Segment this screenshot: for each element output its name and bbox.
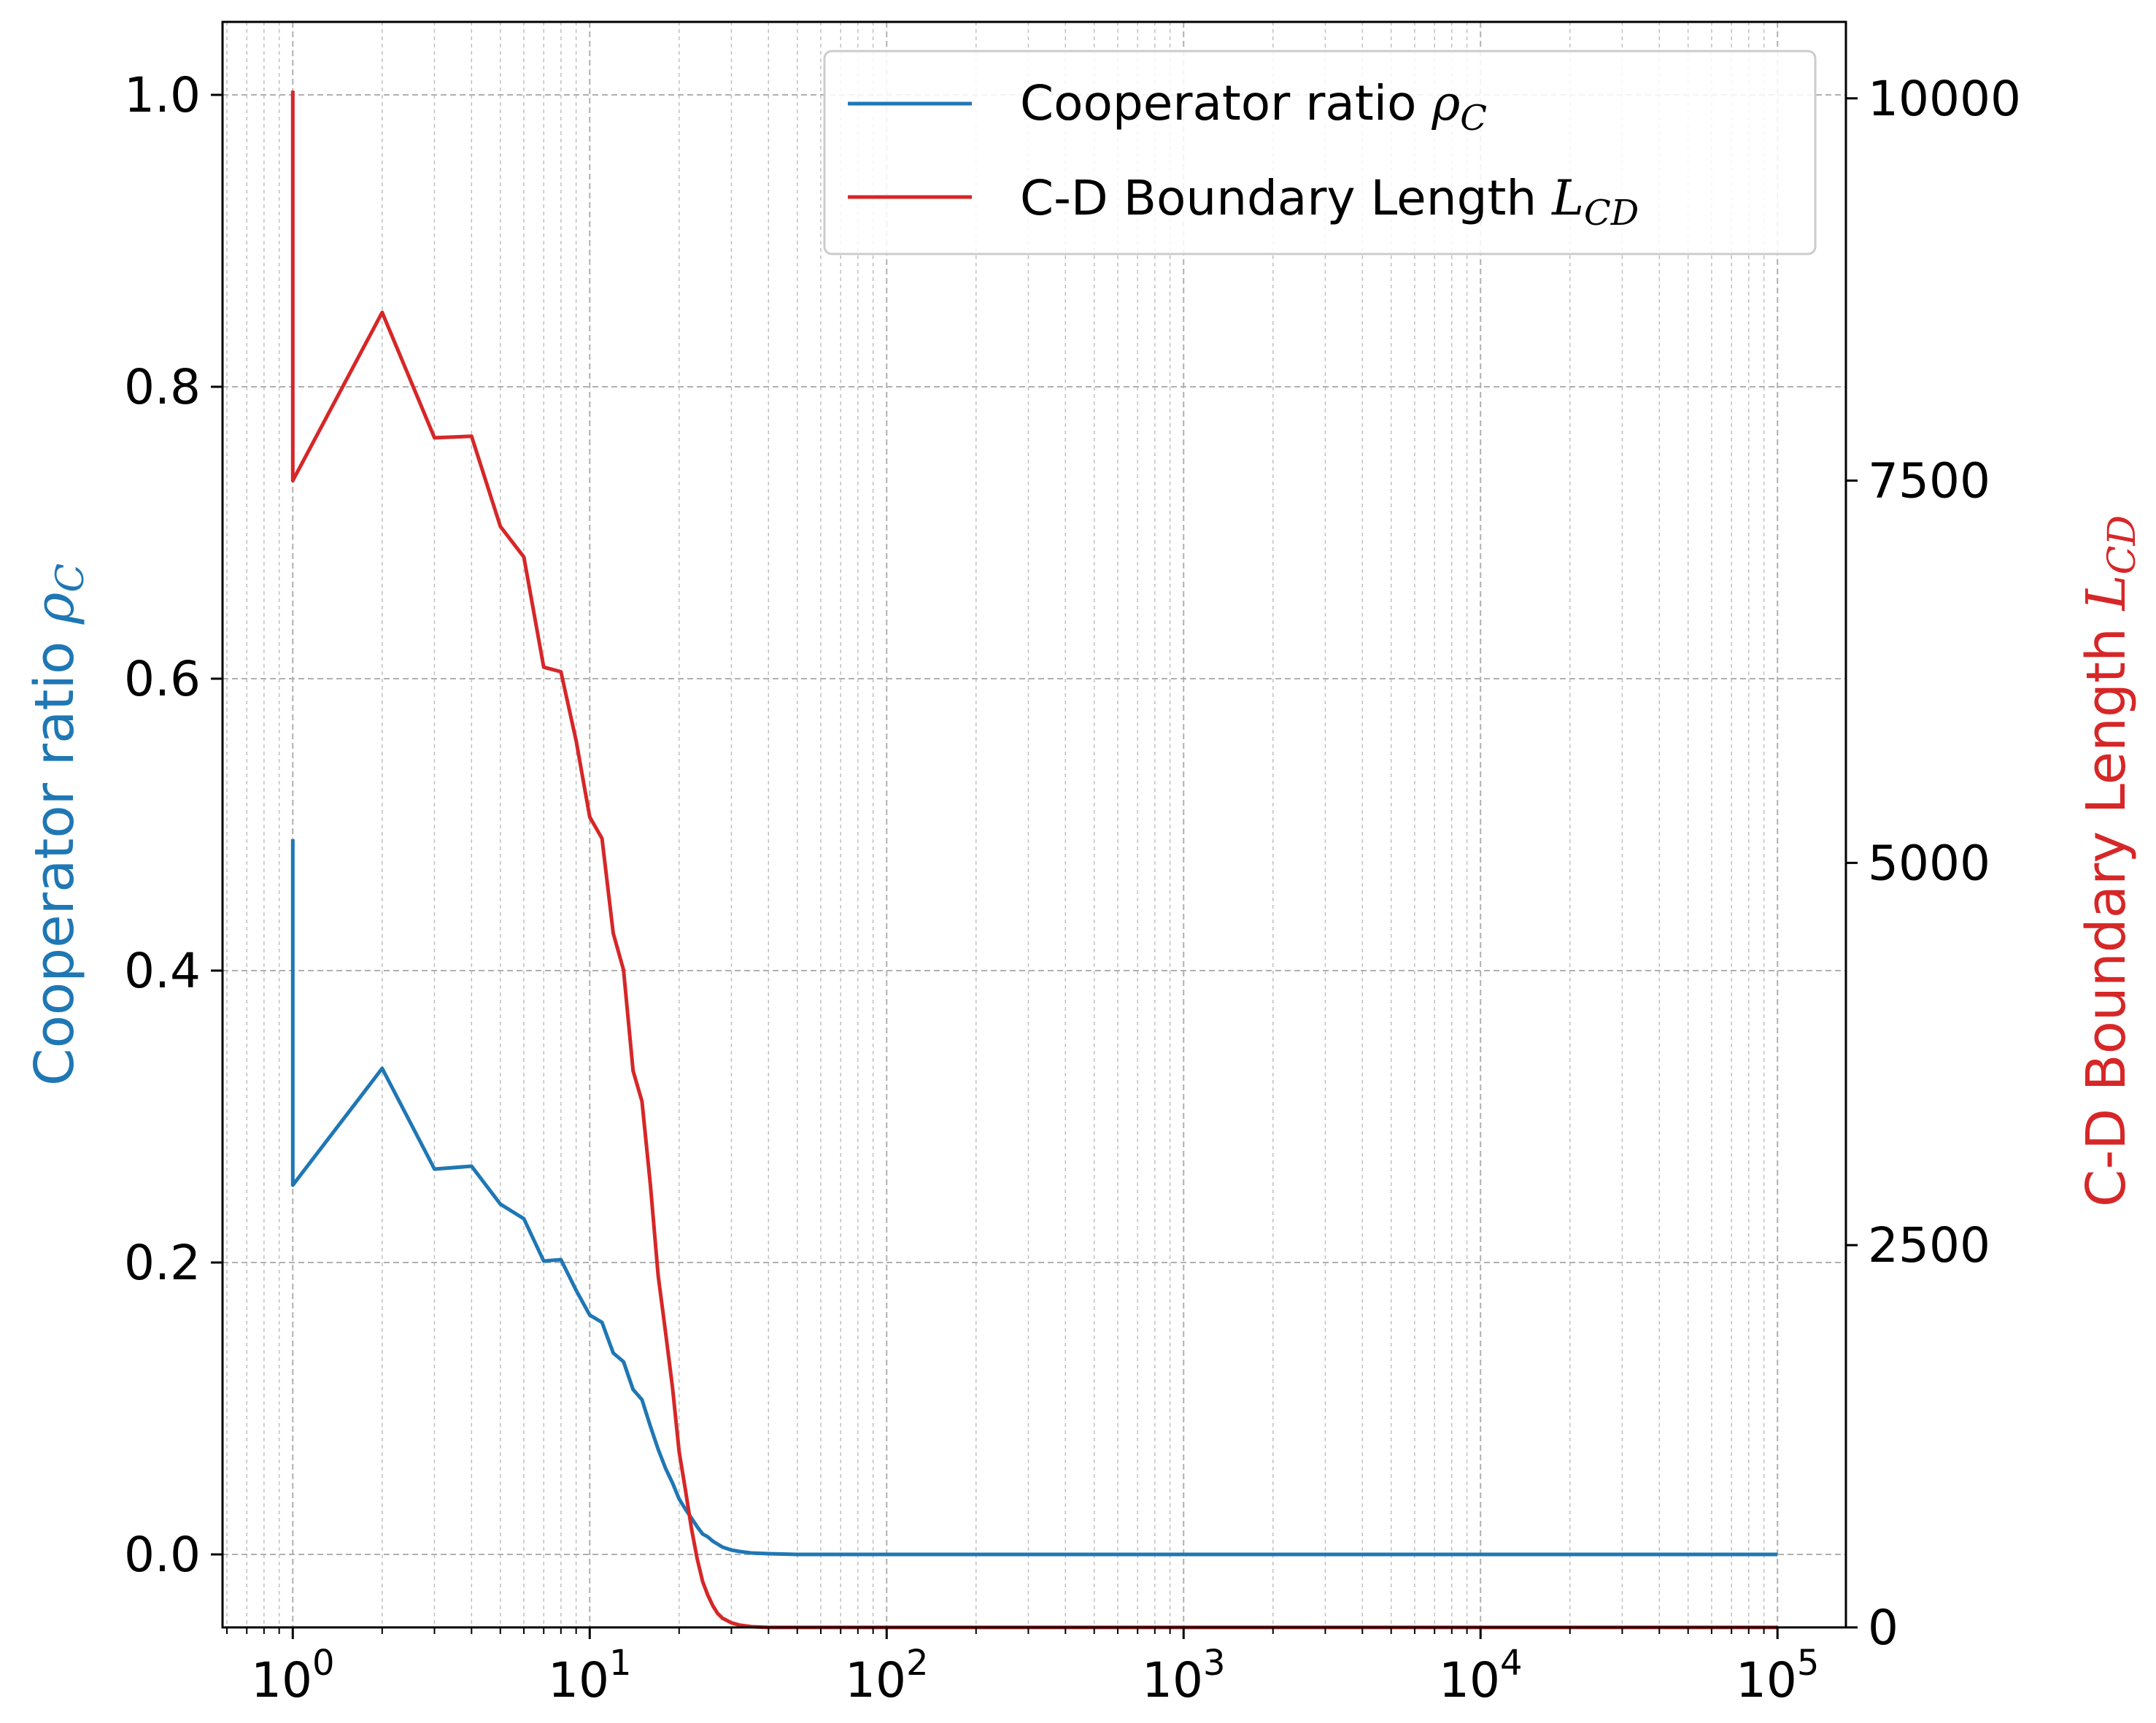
- x-tick-label: 102: [845, 1643, 929, 1708]
- x-tick-label: 103: [1142, 1643, 1226, 1708]
- y-right-tick-label: 10000: [1868, 71, 2021, 127]
- plot-frame: [221, 20, 1847, 1629]
- legend-entry-boundary-length-text: C-D Boundary Length: [1020, 170, 1552, 226]
- y-left-tick-label: 0.2: [124, 1235, 201, 1291]
- y-right-tick-label: 7500: [1868, 453, 1990, 509]
- x-tick-label-base: 10: [1439, 1652, 1500, 1708]
- x-tick-label-exponent: 4: [1500, 1643, 1523, 1684]
- x-tick-label: 105: [1736, 1643, 1820, 1708]
- y-axis-right: 0 2500 5000 7500 10000: [1846, 71, 2021, 1656]
- legend-entry-boundary-length-subscript: CD: [1584, 193, 1639, 234]
- x-tick-label-base: 10: [251, 1652, 312, 1708]
- x-tick-label: 100: [251, 1643, 335, 1708]
- grid-lines: [223, 22, 1846, 1627]
- y-right-tick-label: 2500: [1868, 1217, 1990, 1273]
- x-tick-label-exponent: 3: [1203, 1643, 1226, 1684]
- x-tick-label-exponent: 0: [312, 1643, 335, 1684]
- legend-entry-cooperator-ratio-subscript: C: [1460, 98, 1487, 139]
- y-axis-left-label-symbol: ρ: [23, 593, 86, 625]
- y-axis-right-label-text: C-D Boundary Length: [2075, 611, 2138, 1208]
- y-left-tick-label: 0.4: [124, 943, 201, 999]
- y-right-tick-label: 0: [1868, 1600, 1898, 1656]
- x-axis: 100 101 102 103 104 105: [225, 1627, 1820, 1708]
- x-tick-label: 104: [1439, 1643, 1523, 1708]
- legend: Cooperator ratio ρC C-D Boundary Length …: [823, 50, 1817, 255]
- legend-entry-cooperator-ratio-symbol: ρ: [1431, 75, 1460, 131]
- legend-entry-cooperator-ratio: Cooperator ratio ρC: [1020, 75, 1487, 139]
- x-tick-label-exponent: 5: [1797, 1643, 1820, 1684]
- y-right-tick-label: 5000: [1868, 835, 1990, 891]
- y-axis-left: 0.0 0.2 0.4 0.6 0.8 1.0: [124, 67, 223, 1583]
- legend-entry-boundary-length-symbol: L: [1551, 170, 1584, 226]
- x-tick-label-base: 10: [548, 1652, 609, 1708]
- x-tick-label: 101: [548, 1643, 632, 1708]
- y-left-tick-label: 0.6: [124, 651, 201, 707]
- series-cooperator-ratio-line: [290, 839, 1778, 1557]
- y-axis-left-label: Cooperator ratio ρC: [23, 563, 93, 1086]
- x-tick-label-base: 10: [1736, 1652, 1797, 1708]
- x-tick-label-base: 10: [1142, 1652, 1203, 1708]
- x-tick-label-base: 10: [845, 1652, 906, 1708]
- legend-box: [823, 50, 1817, 255]
- y-left-tick-label: 0.0: [124, 1527, 201, 1583]
- y-axis-right-label-symbol: L: [2075, 574, 2138, 612]
- legend-entry-boundary-length: C-D Boundary Length LCD: [1020, 170, 1639, 234]
- y-axis-left-label-text: Cooperator ratio: [23, 624, 86, 1086]
- legend-entry-cooperator-ratio-text: Cooperator ratio: [1020, 75, 1431, 131]
- y-axis-left-label-subscript: C: [49, 563, 93, 593]
- y-left-tick-label: 0.8: [124, 359, 201, 415]
- x-tick-label-exponent: 2: [906, 1643, 929, 1684]
- x-tick-label-exponent: 1: [609, 1643, 632, 1684]
- y-axis-right-label: C-D Boundary Length LCD: [2075, 515, 2144, 1207]
- y-axis-right-label-subscript: CD: [2101, 515, 2144, 574]
- y-left-tick-label: 1.0: [124, 67, 201, 123]
